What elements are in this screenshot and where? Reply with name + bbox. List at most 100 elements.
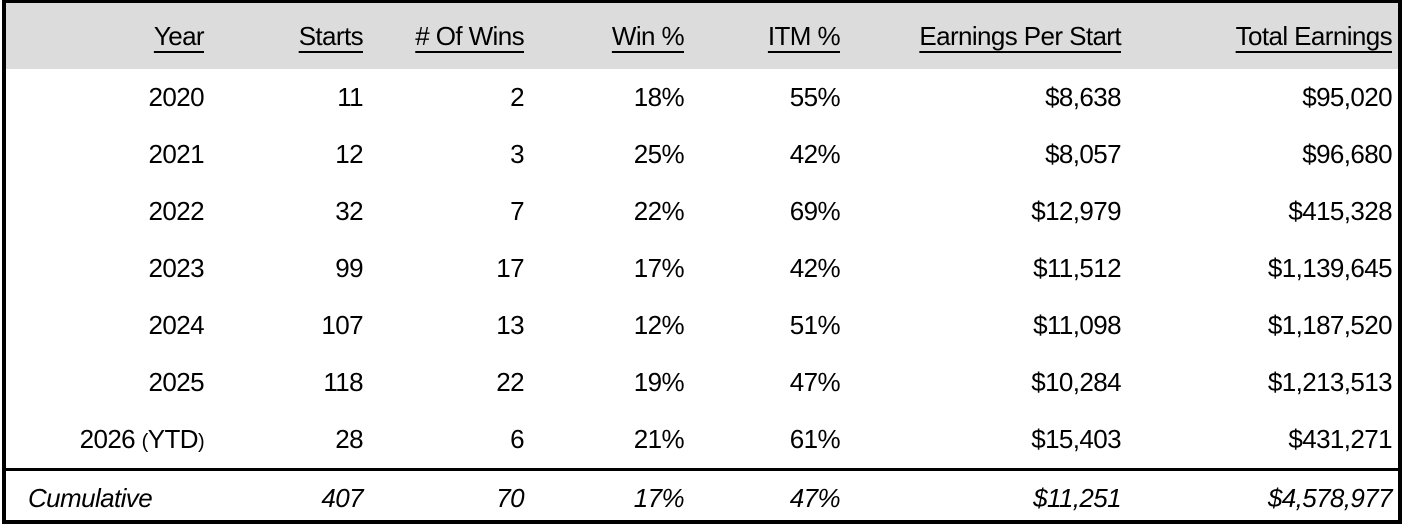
header-row: Year Starts # Of Wins Win % ITM % Earnings Pe… bbox=[6, 3, 1398, 69]
column-header-label: Total Earnings bbox=[1235, 20, 1393, 51]
column-header: # Of Wins bbox=[369, 3, 530, 69]
cell-value: 7 bbox=[510, 196, 524, 226]
table-cell: 25% bbox=[530, 126, 690, 183]
table-cell: 3 bbox=[369, 126, 530, 183]
table-cell: 12 bbox=[210, 126, 369, 183]
cumulative-row: Cumulative 407 70 17% 47% $11,251 $4,578,977 bbox=[6, 468, 1398, 526]
table-cell: $12,979 bbox=[846, 183, 1127, 240]
cell-value: 22 bbox=[496, 367, 524, 397]
table-cell: 2023 bbox=[6, 240, 210, 297]
table-cell: 118 bbox=[210, 354, 369, 411]
cell-value: 42% bbox=[789, 139, 841, 169]
cell-value: 32 bbox=[335, 196, 363, 226]
cell-value: 42% bbox=[789, 253, 841, 283]
table-row: 2025 118 22 19% 47% $10,284 $1,213,513 bbox=[6, 354, 1398, 411]
table-cell: 17 bbox=[369, 240, 530, 297]
cell-value: 28 bbox=[335, 424, 363, 454]
cell-value: 107 bbox=[321, 310, 363, 340]
cell-value: $1,139,645 bbox=[1267, 253, 1393, 283]
table-cell: 19% bbox=[530, 354, 690, 411]
cell-value: 12 bbox=[335, 139, 363, 169]
table-cell: $1,139,645 bbox=[1127, 240, 1398, 297]
cell-value: 19% bbox=[633, 367, 685, 397]
table-cell: 107 bbox=[210, 297, 369, 354]
cell-value: 69% bbox=[789, 196, 841, 226]
table-cell: 12% bbox=[530, 297, 690, 354]
cell-value: $11,098 bbox=[1033, 310, 1121, 340]
table-cell: $11,512 bbox=[846, 240, 1127, 297]
cumulative-cell: 47% bbox=[690, 468, 846, 526]
cell-value: 2021 bbox=[148, 139, 205, 169]
table-cell: $415,328 bbox=[1127, 183, 1398, 240]
cell-value: $10,284 bbox=[1031, 367, 1121, 397]
cell-value: 118 bbox=[323, 367, 363, 397]
cell-value: 55% bbox=[789, 82, 841, 112]
cell-value: $8,638 bbox=[1045, 82, 1122, 112]
table-cell: $95,020 bbox=[1127, 69, 1398, 126]
cumulative-cell: $4,578,977 bbox=[1127, 468, 1398, 526]
cumulative-cell: $11,251 bbox=[846, 468, 1127, 526]
table-cell: 61% bbox=[690, 411, 846, 470]
cell-value: 99 bbox=[335, 253, 363, 283]
table-cell: $8,638 bbox=[846, 69, 1127, 126]
cell-value: 2023 bbox=[148, 253, 205, 283]
column-header-label: Starts bbox=[298, 20, 364, 51]
cell-value: $431,271 bbox=[1288, 424, 1392, 454]
cell-value: 17% bbox=[633, 253, 685, 283]
cell-value: 2024 bbox=[148, 310, 205, 340]
column-header: ITM % bbox=[690, 3, 846, 69]
table-cell: 7 bbox=[369, 183, 530, 240]
cell-value: 2020 bbox=[148, 82, 205, 112]
table-cell: 2026 (YTD) bbox=[79, 424, 205, 454]
career-stats-table: Year Starts # Of Wins Win % ITM % Earnings Pe… bbox=[6, 3, 1398, 526]
cumulative-cell: 70 bbox=[369, 468, 530, 526]
table-cell: 69% bbox=[690, 183, 846, 240]
table-row: 2022 32 7 22% 69% $12,979 $415,328 bbox=[6, 183, 1398, 240]
table-cell: 6 bbox=[369, 411, 530, 470]
cell-value: $95,020 bbox=[1302, 82, 1392, 112]
ytd-label: YTD bbox=[147, 424, 199, 454]
cell-value: 3 bbox=[510, 139, 524, 169]
column-header-label: # Of Wins bbox=[415, 20, 524, 51]
table-cell: 2021 bbox=[6, 126, 210, 183]
cell-value: $15,403 bbox=[1031, 424, 1121, 454]
column-header-label: Win % bbox=[611, 20, 685, 51]
cumulative-cell: 17% bbox=[530, 468, 690, 526]
table-cell: $15,403 bbox=[846, 411, 1127, 470]
table-cell: 99 bbox=[210, 240, 369, 297]
table-cell: 42% bbox=[690, 240, 846, 297]
table-cell: 21% bbox=[530, 411, 690, 470]
table-cell: 42% bbox=[690, 126, 846, 183]
column-header: Starts bbox=[210, 3, 369, 69]
table-cell: 17% bbox=[530, 240, 690, 297]
cell-value: $96,680 bbox=[1302, 139, 1392, 169]
cell-value: 2 bbox=[510, 82, 524, 112]
table-cell: $10,284 bbox=[846, 354, 1127, 411]
cell-value: 13 bbox=[496, 310, 524, 340]
cumulative-cell: 407 bbox=[210, 468, 369, 526]
cell-value: 21% bbox=[633, 424, 685, 454]
table-cell: 2025 bbox=[6, 354, 210, 411]
table-cell: 13 bbox=[369, 297, 530, 354]
table-cell: 47% bbox=[690, 354, 846, 411]
table-cell: 22 bbox=[369, 354, 530, 411]
cell-value: 2022 bbox=[148, 196, 205, 226]
cell-value: 61% bbox=[789, 424, 841, 454]
table-cell: $1,187,520 bbox=[1127, 297, 1398, 354]
table-cell: 32 bbox=[210, 183, 369, 240]
column-header: Total Earnings bbox=[1127, 3, 1398, 69]
table-cell: $11,098 bbox=[846, 297, 1127, 354]
table-row: 2023 99 17 17% 42% $11,512 $1,139,645 bbox=[6, 240, 1398, 297]
cell-value: 25% bbox=[633, 139, 685, 169]
cell-value: $12,979 bbox=[1031, 196, 1121, 226]
table-cell: $431,271 bbox=[1127, 411, 1398, 470]
cell-value: $1,187,520 bbox=[1267, 310, 1393, 340]
table-row: 2024 107 13 12% 51% $11,098 $1,187,520 bbox=[6, 297, 1398, 354]
column-header-label: Earnings Per Start bbox=[919, 20, 1121, 51]
cell-value: 2025 bbox=[148, 367, 205, 397]
table-cell: 2 bbox=[369, 69, 530, 126]
table-cell: 2020 bbox=[6, 69, 210, 126]
table-cell: 51% bbox=[690, 297, 846, 354]
table-cell: $1,213,513 bbox=[1127, 354, 1398, 411]
cumulative-cell: Cumulative bbox=[6, 468, 210, 526]
